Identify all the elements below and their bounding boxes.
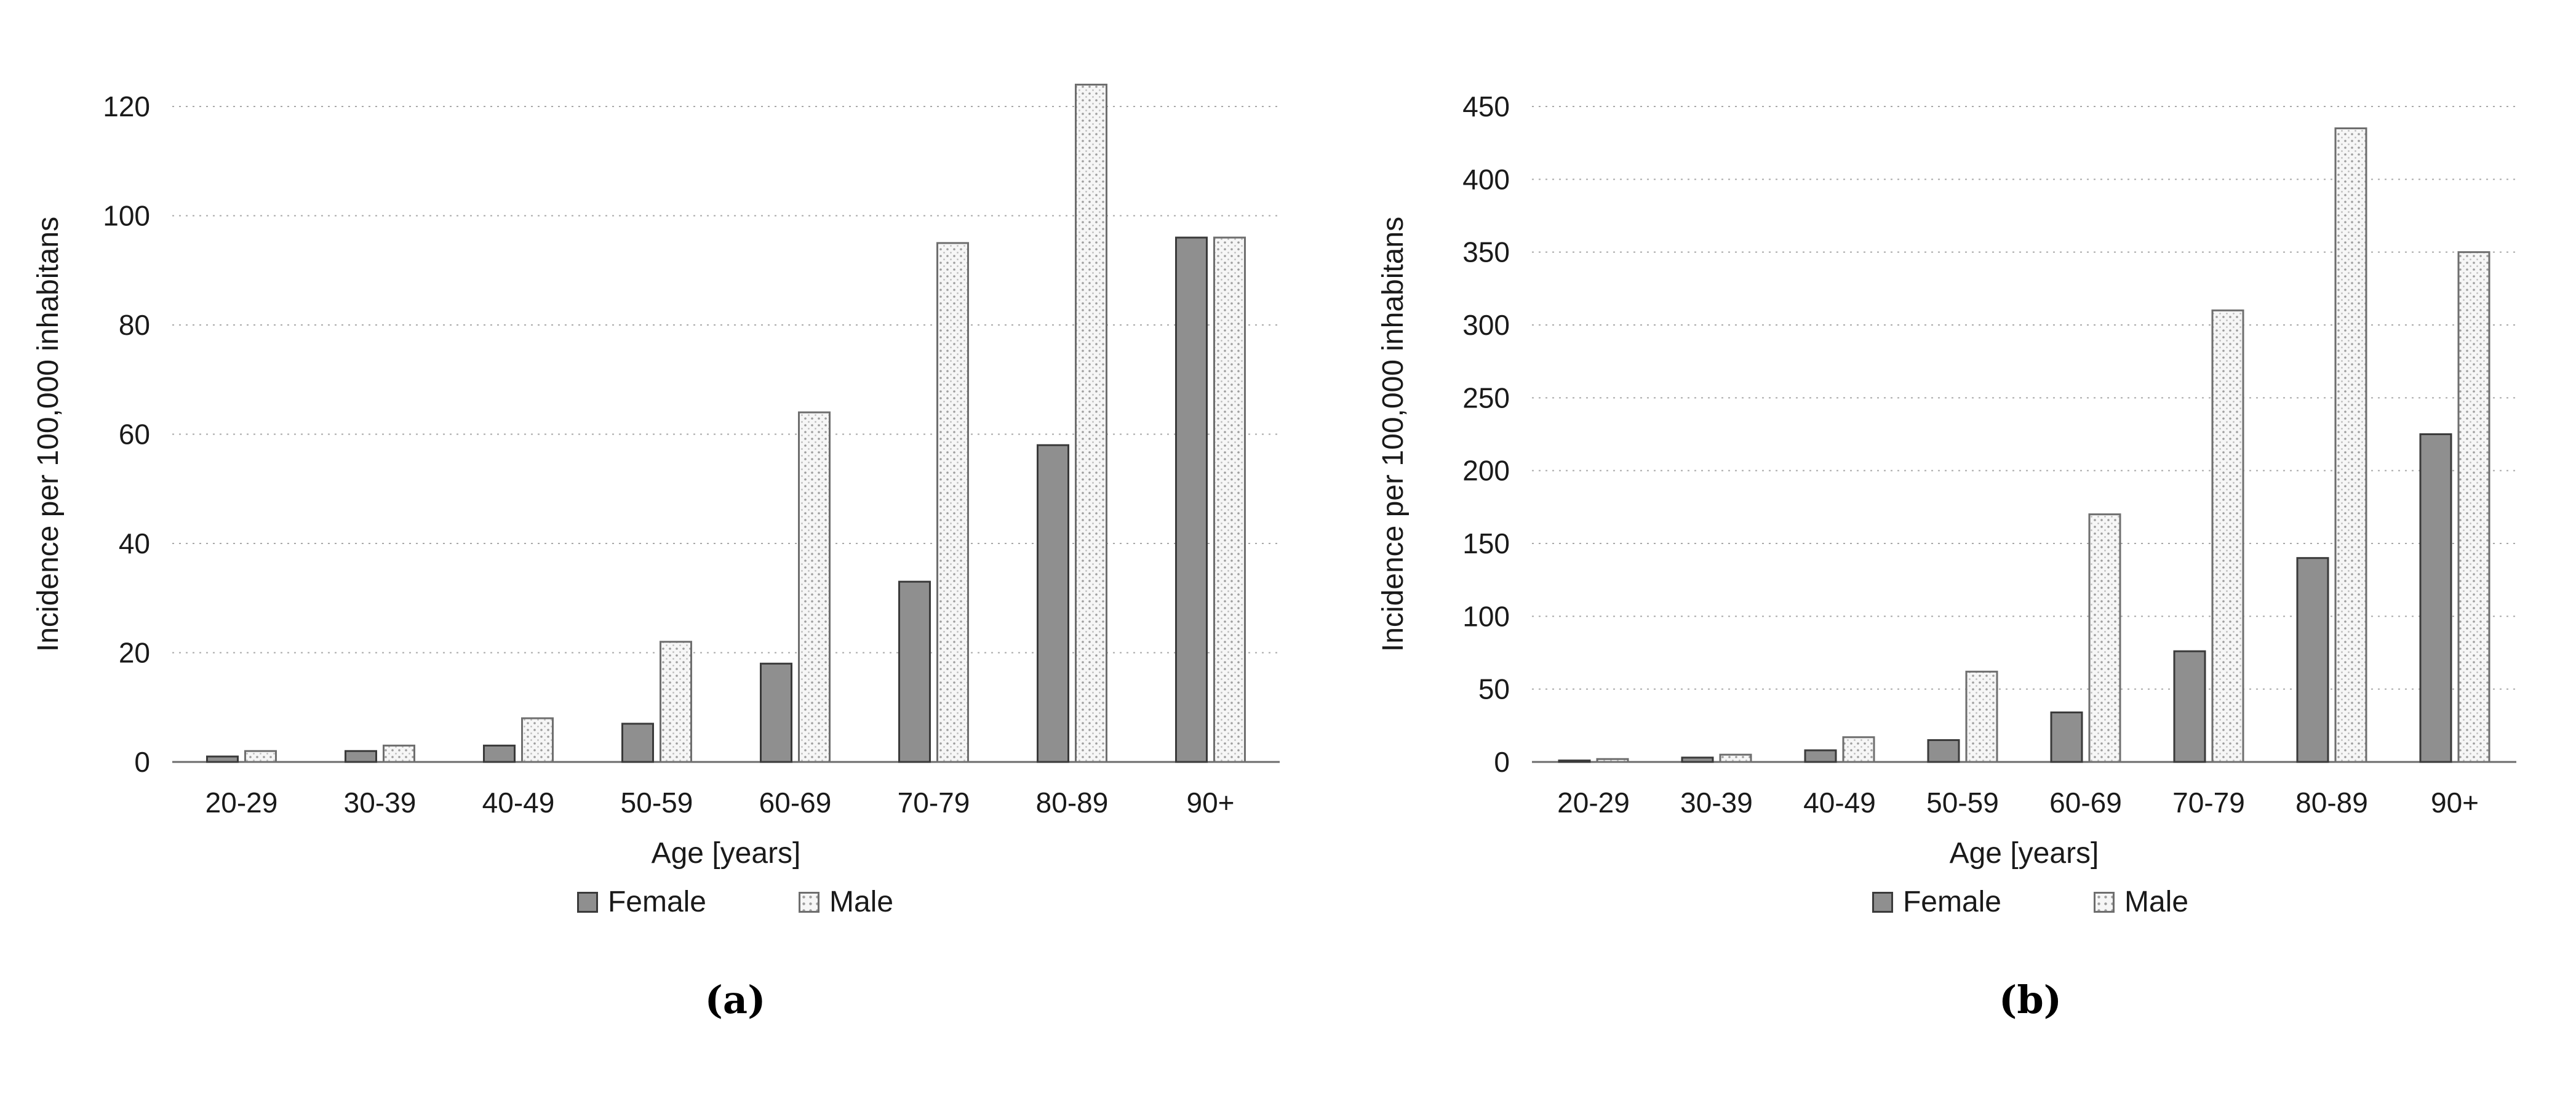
y-tick-label: 0: [134, 746, 150, 778]
y-tick-label: 200: [1462, 455, 1510, 487]
x-tick-label: 50-59: [1926, 787, 1999, 819]
x-tick-label: 80-89: [2295, 787, 2368, 819]
bar-male-30-39: [383, 744, 415, 763]
x-tick-label: 70-79: [898, 787, 970, 819]
chart-panel-a: 0 20 40 60 80 100 120 20-29 30-39 40-49 50-59 60-69…: [18, 17, 1335, 1022]
y-axis-title: Incidence per 100,000 inhabitans: [1377, 217, 1410, 652]
bar-male-20-29: [1596, 758, 1629, 763]
y-tick-label: 100: [103, 200, 150, 232]
bar-male-70-79: [936, 242, 969, 763]
y-tick-label: 80: [119, 309, 150, 341]
legend-item-male: Male: [799, 885, 893, 919]
bar-male-80-89: [2334, 127, 2367, 763]
legend-label-female: Female: [1902, 886, 2001, 918]
bar-male-80-89: [1075, 84, 1107, 763]
y-tick-label: 250: [1462, 382, 1510, 414]
bar-female-70-79: [2173, 650, 2206, 763]
x-tick-label: 90+: [2431, 787, 2479, 819]
subfigure-caption-b: (b): [1998, 977, 2062, 1022]
male-swatch-icon: [2094, 891, 2115, 913]
x-tick-label: 20-29: [205, 787, 278, 819]
legend-b: Female Male: [1495, 885, 2566, 919]
bar-male-60-69: [798, 411, 831, 763]
legend-label-male: Male: [829, 886, 894, 918]
x-tick-label: 50-59: [621, 787, 693, 819]
bar-female-40-49: [483, 744, 516, 763]
bar-male-90+: [1213, 236, 1246, 763]
legend-item-female: Female: [1872, 885, 2001, 919]
bar-male-40-49: [1842, 736, 1875, 763]
bar-female-80-89: [2296, 557, 2329, 763]
female-swatch-icon: [1872, 891, 1893, 913]
legend-item-female: Female: [576, 885, 706, 919]
legend-a: Female Male: [135, 885, 1335, 919]
x-tick-label: 60-69: [759, 787, 832, 819]
chart-panel-b: 0 50 100 150 200 250 300 350 400 450 20-29 30-39 40-…: [1335, 17, 2566, 1022]
bar-female-20-29: [206, 755, 239, 763]
y-tick-label: 350: [1462, 236, 1510, 268]
female-swatch-icon: [576, 891, 598, 913]
x-tick-label: 30-39: [344, 787, 417, 819]
bar-chart-b: 0 50 100 150 200 250 300 350 400 450 20-29 30-39 40-…: [1377, 90, 2516, 870]
y-tick-label: 60: [119, 419, 150, 451]
y-tick-label: 40: [119, 527, 150, 559]
x-tick-label: 30-39: [1680, 787, 1753, 819]
bar-male-30-39: [1719, 753, 1752, 763]
x-axis-title: Age [years]: [1950, 837, 2099, 870]
bar-male-20-29: [244, 750, 277, 763]
bar-female-60-69: [760, 662, 792, 763]
bar-female-20-29: [1558, 759, 1591, 763]
bar-female-60-69: [2050, 711, 2083, 763]
x-tick-label: 20-29: [1557, 787, 1630, 819]
y-axis-title: Incidence per 100,000 inhabitans: [32, 217, 65, 652]
x-tick-label: 40-49: [482, 787, 555, 819]
legend-label-male: Male: [2124, 886, 2189, 918]
y-tick-label: 400: [1462, 163, 1510, 195]
x-tick-label: 40-49: [1803, 787, 1876, 819]
male-swatch-icon: [799, 891, 819, 913]
y-tick-label: 50: [1478, 673, 1510, 705]
bar-female-40-49: [1804, 749, 1837, 763]
bar-female-90+: [1175, 236, 1208, 763]
legend-item-male: Male: [2094, 885, 2188, 919]
bar-male-40-49: [521, 717, 554, 763]
x-axis-title: Age [years]: [652, 837, 801, 870]
y-tick-label: 100: [1462, 600, 1510, 632]
bar-female-90+: [2419, 433, 2452, 763]
bar-female-80-89: [1037, 444, 1069, 763]
x-tick-label: 60-69: [2049, 787, 2122, 819]
bar-female-50-59: [621, 723, 654, 763]
bar-male-50-59: [660, 641, 692, 763]
x-tick-label: 70-79: [2172, 787, 2245, 819]
bar-male-60-69: [2088, 513, 2121, 763]
bar-chart-a: 0 20 40 60 80 100 120 20-29 30-39 40-49 50-59 60-69…: [32, 84, 1280, 870]
x-tick-label: 90+: [1186, 787, 1234, 819]
legend-label-female: Female: [607, 886, 706, 918]
bar-female-30-39: [345, 750, 377, 763]
subfigure-caption-a: (a): [704, 977, 766, 1022]
x-tick-label: 80-89: [1036, 787, 1109, 819]
bar-female-30-39: [1681, 756, 1714, 763]
bar-male-90+: [2457, 251, 2490, 763]
bar-male-70-79: [2211, 309, 2244, 763]
y-tick-label: 450: [1462, 90, 1510, 122]
y-tick-label: 150: [1462, 527, 1510, 559]
bar-male-50-59: [1965, 670, 1998, 763]
y-tick-label: 300: [1462, 309, 1510, 341]
y-tick-label: 120: [103, 90, 150, 122]
bar-female-70-79: [898, 580, 931, 763]
y-tick-label: 0: [1494, 746, 1510, 778]
y-tick-label: 20: [119, 637, 150, 669]
bar-female-50-59: [1927, 739, 1960, 763]
